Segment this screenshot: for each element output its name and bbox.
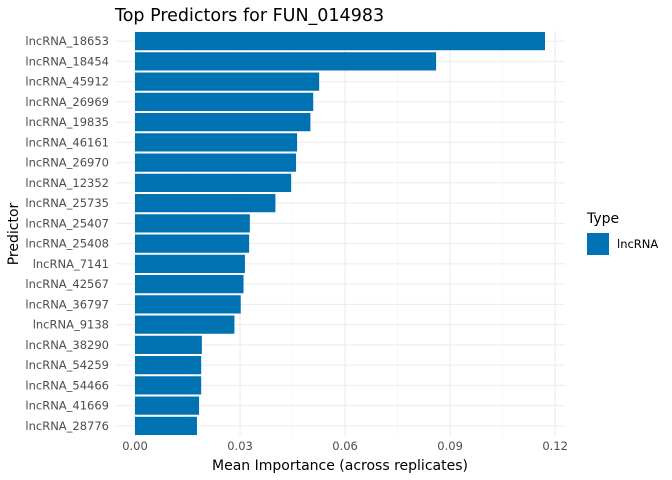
y-tick-label: lncRNA_41669 xyxy=(25,399,109,413)
bar xyxy=(135,194,276,213)
x-tick-label: 0.06 xyxy=(332,439,358,453)
bar xyxy=(135,315,235,334)
y-tick-label: lncRNA_25408 xyxy=(25,237,109,251)
x-axis-title: Mean Importance (across replicates) xyxy=(212,458,468,474)
bars xyxy=(135,32,545,435)
bar xyxy=(135,234,250,253)
y-tick-label: lncRNA_28776 xyxy=(25,419,109,433)
y-tick-label: lncRNA_18454 xyxy=(25,54,109,68)
bar xyxy=(135,275,244,294)
y-tick-label: lncRNA_12352 xyxy=(25,176,109,190)
y-tick-label: lncRNA_19835 xyxy=(25,115,109,129)
y-tick-label: lncRNA_54259 xyxy=(25,358,109,372)
y-tick-label: lncRNA_46161 xyxy=(25,135,109,149)
y-tick-label: lncRNA_26970 xyxy=(25,156,109,170)
x-tick-label: 0.12 xyxy=(542,439,568,453)
bar xyxy=(135,113,311,132)
y-tick-label: lncRNA_25735 xyxy=(25,196,109,210)
y-tick-label: lncRNA_36797 xyxy=(25,297,109,311)
bar xyxy=(135,32,545,51)
bar xyxy=(135,92,314,111)
y-tick-label: lncRNA_54466 xyxy=(25,378,109,392)
bar xyxy=(135,52,437,71)
chart-title: Top Predictors for FUN_014983 xyxy=(114,6,384,26)
y-tick-label: lncRNA_7141 xyxy=(33,257,109,271)
x-tick-label: 0.00 xyxy=(122,439,148,453)
bar xyxy=(135,295,241,314)
y-tick-label: lncRNA_18653 xyxy=(25,34,109,48)
x-tick-labels: 0.00 0.03 0.06 0.09 0.12 xyxy=(122,439,568,453)
y-tick-label: lncRNA_26969 xyxy=(25,95,109,109)
x-tick-label: 0.09 xyxy=(437,439,463,453)
bar xyxy=(135,396,200,415)
bar xyxy=(135,153,297,172)
legend: Type lncRNA xyxy=(586,211,658,255)
legend-title: Type xyxy=(586,211,619,227)
bar xyxy=(135,214,250,233)
y-tick-label: lncRNA_9138 xyxy=(33,318,109,332)
bar xyxy=(135,72,320,91)
bar xyxy=(135,376,202,395)
bar xyxy=(135,356,202,375)
y-axis-title: Predictor xyxy=(6,202,22,265)
legend-label: lncRNA xyxy=(617,237,658,251)
bar xyxy=(135,173,292,192)
legend-key xyxy=(587,233,609,255)
y-tick-labels: lncRNA_18653 lncRNA_18454 lncRNA_45912 lncR… xyxy=(25,34,109,433)
bar xyxy=(135,335,202,354)
y-tick-label: lncRNA_25407 xyxy=(25,216,109,230)
bar xyxy=(135,416,197,435)
bar xyxy=(135,133,298,152)
bar xyxy=(135,254,245,273)
y-tick-label: lncRNA_38290 xyxy=(25,338,109,352)
y-tick-label: lncRNA_42567 xyxy=(25,277,109,291)
y-tick-label: lncRNA_45912 xyxy=(25,75,109,89)
x-tick-label: 0.03 xyxy=(227,439,253,453)
